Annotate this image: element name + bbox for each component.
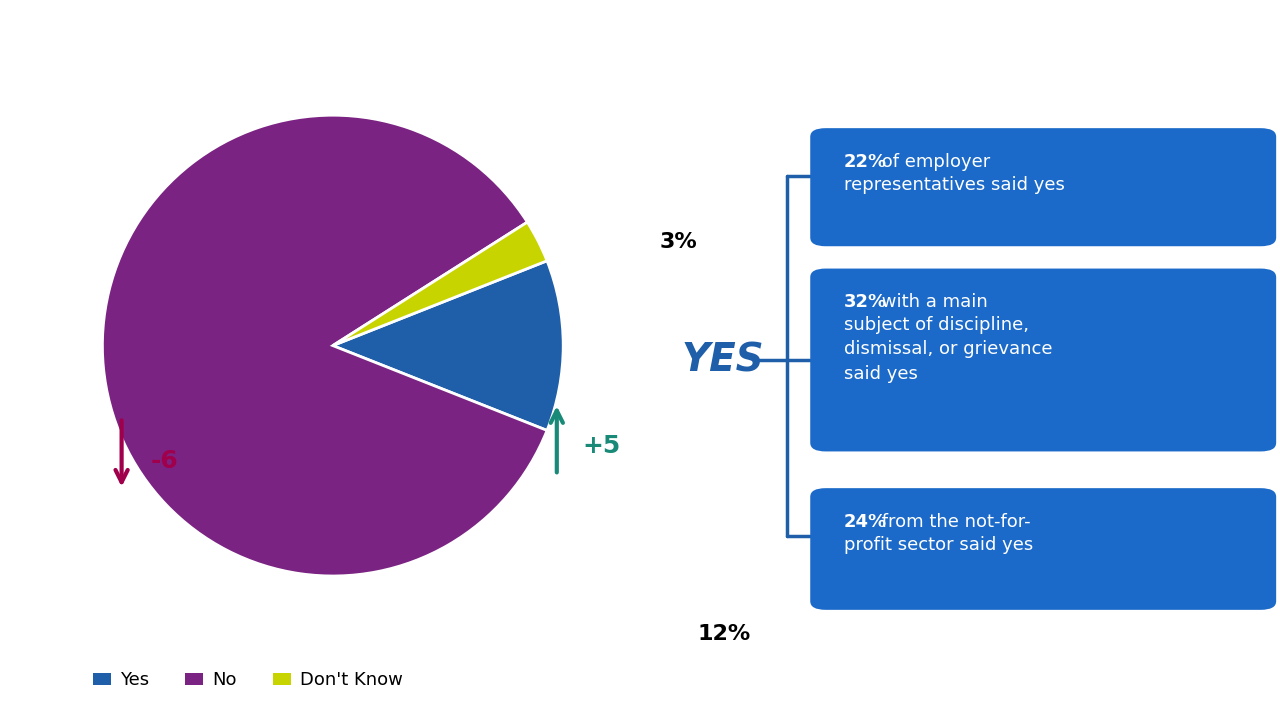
Text: -6: -6 xyxy=(151,449,179,473)
Text: of employer: of employer xyxy=(876,153,991,171)
Text: +5: +5 xyxy=(582,434,621,459)
Text: 24%: 24% xyxy=(844,513,887,531)
Text: 3%: 3% xyxy=(659,232,698,252)
Text: with a main: with a main xyxy=(876,293,988,311)
FancyBboxPatch shape xyxy=(810,488,1276,610)
Text: subject of discipline,
dismissal, or grievance
said yes: subject of discipline, dismissal, or gri… xyxy=(844,316,1052,383)
Text: YES: YES xyxy=(682,341,764,379)
Text: 12%: 12% xyxy=(698,624,751,644)
FancyBboxPatch shape xyxy=(810,128,1276,246)
Legend: Yes, No, Don't Know: Yes, No, Don't Know xyxy=(86,664,411,697)
Text: from the not-for-: from the not-for- xyxy=(876,513,1030,531)
Text: 32%: 32% xyxy=(844,293,887,311)
Text: profit sector said yes: profit sector said yes xyxy=(844,536,1033,554)
FancyBboxPatch shape xyxy=(810,269,1276,451)
Text: representatives said yes: representatives said yes xyxy=(844,176,1065,194)
Wedge shape xyxy=(102,115,547,576)
Wedge shape xyxy=(333,222,547,346)
Text: 22%: 22% xyxy=(844,153,887,171)
Wedge shape xyxy=(333,261,563,431)
